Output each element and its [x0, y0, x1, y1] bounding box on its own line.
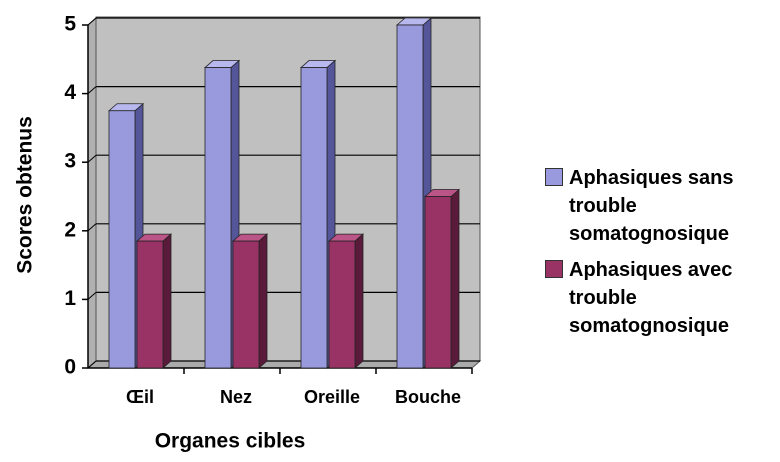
y-axis-title: Scores obtenus: [14, 116, 37, 274]
grid-line-side: [87, 292, 97, 300]
legend-label: Aphasiques avec trouble somatognosique: [569, 259, 733, 337]
y-tick-label: 2: [64, 218, 76, 241]
x-tick-label: Œil: [126, 387, 154, 407]
bar: [108, 110, 136, 369]
grid-line-side: [87, 86, 97, 94]
bar: [424, 196, 452, 369]
legend: Aphasiques sans trouble somatognosique Ap…: [545, 164, 780, 348]
y-tick-label: 3: [64, 150, 76, 173]
x-tick-label: Nez: [220, 387, 252, 407]
legend-label: Aphasiques sans trouble somatognosique: [569, 167, 734, 245]
grid-line-side: [87, 223, 97, 232]
bar: [136, 240, 164, 369]
grid-line-side: [87, 17, 97, 26]
side-wall: [87, 16, 97, 370]
bar-side: [354, 233, 364, 369]
x-tick-label: Oreille: [304, 387, 360, 407]
y-tick-label: 1: [64, 287, 76, 310]
legend-item: Aphasiques sans trouble somatognosique: [545, 164, 780, 248]
bar-side: [162, 233, 172, 369]
grid-line-side: [87, 360, 97, 369]
legend-swatch: [545, 168, 563, 186]
y-tick-label: 5: [64, 13, 76, 36]
x-axis-title: Organes cibles: [155, 430, 306, 453]
y-tick-label: 4: [64, 81, 76, 104]
bar-side: [450, 188, 460, 369]
legend-item: Aphasiques avec trouble somatognosique: [545, 256, 780, 340]
bar: [232, 240, 260, 369]
bar: [396, 24, 424, 369]
bar-side: [258, 233, 268, 369]
x-tick-label: Bouche: [395, 387, 461, 407]
grid-line-side: [87, 154, 97, 163]
y-tick-label: 0: [64, 356, 76, 379]
bar: [328, 240, 356, 369]
legend-swatch: [545, 260, 563, 278]
chart: Scores obtenus Organes cibles 0 1 2 3 4 5 Œil N…: [14, 13, 482, 453]
bar: [204, 67, 232, 369]
bar: [300, 67, 328, 369]
